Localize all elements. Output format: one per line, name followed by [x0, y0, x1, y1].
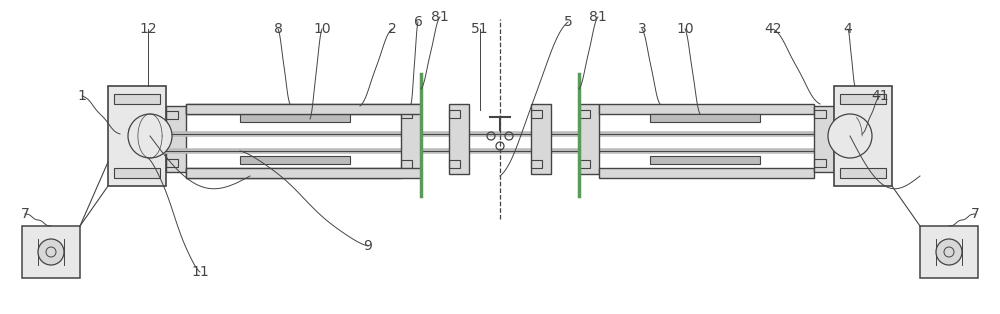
Text: 42: 42 [764, 22, 782, 36]
Bar [814, 106, 834, 172]
Text: 7: 7 [971, 207, 979, 221]
Bar [166, 111, 178, 119]
Bar [834, 86, 892, 186]
Bar [920, 226, 978, 278]
Bar [166, 159, 178, 167]
Bar [186, 168, 401, 178]
Text: 11: 11 [191, 265, 209, 279]
Bar [240, 114, 350, 122]
Bar [240, 156, 350, 164]
Bar [840, 168, 886, 178]
Bar [108, 86, 166, 186]
Bar [449, 110, 460, 118]
Bar [599, 104, 814, 114]
Bar [449, 160, 460, 168]
Bar [449, 104, 469, 174]
Bar [186, 168, 421, 178]
Text: 6: 6 [414, 15, 422, 29]
Circle shape [128, 114, 172, 158]
Bar [186, 104, 421, 114]
Bar [531, 160, 542, 168]
Text: 51: 51 [471, 22, 489, 36]
Bar [579, 160, 590, 168]
Bar [114, 168, 160, 178]
Text: 7: 7 [21, 207, 29, 221]
Bar [401, 160, 412, 168]
Bar [531, 110, 542, 118]
Text: 10: 10 [676, 22, 694, 36]
Bar [814, 159, 826, 167]
Text: 1: 1 [78, 89, 86, 103]
Bar [650, 114, 760, 122]
Bar [579, 104, 599, 174]
Text: 12: 12 [139, 22, 157, 36]
Text: 41: 41 [871, 89, 889, 103]
Bar [814, 110, 826, 118]
Circle shape [38, 239, 64, 265]
Bar [401, 110, 412, 118]
Bar [531, 104, 551, 174]
Bar [22, 226, 80, 278]
Text: 81: 81 [589, 10, 607, 24]
Text: 2: 2 [388, 22, 396, 36]
Bar [599, 168, 814, 178]
Bar [579, 110, 590, 118]
Bar [114, 94, 160, 104]
Bar [840, 94, 886, 104]
Circle shape [828, 114, 872, 158]
Text: 81: 81 [431, 10, 449, 24]
Circle shape [936, 239, 962, 265]
Text: 9: 9 [364, 239, 372, 253]
Text: 3: 3 [638, 22, 646, 36]
Text: 8: 8 [274, 22, 282, 36]
Text: 5: 5 [564, 15, 572, 29]
Text: 4: 4 [844, 22, 852, 36]
Bar [650, 156, 760, 164]
Text: 10: 10 [313, 22, 331, 36]
Bar [401, 104, 421, 174]
Bar [186, 104, 401, 114]
Bar [166, 106, 186, 172]
